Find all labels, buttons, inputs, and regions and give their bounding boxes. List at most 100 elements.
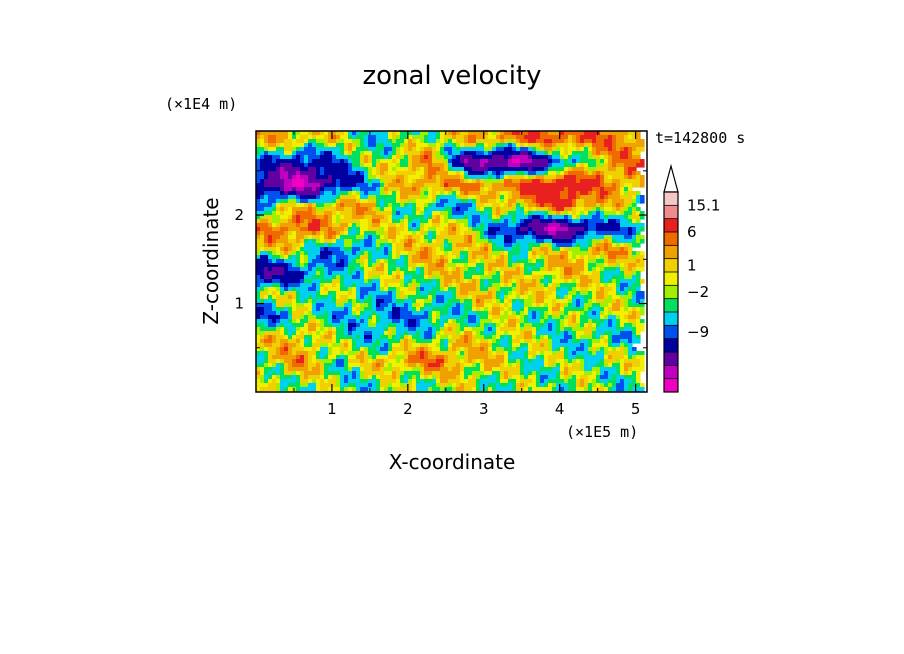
field-cell bbox=[448, 155, 453, 160]
field-cell bbox=[384, 287, 389, 292]
field-cell bbox=[380, 351, 389, 356]
field-cell bbox=[408, 199, 417, 204]
field-cell bbox=[368, 235, 373, 240]
field-cell bbox=[600, 383, 605, 388]
field-cell bbox=[516, 295, 521, 300]
field-cell bbox=[320, 235, 325, 240]
field-cell bbox=[472, 223, 477, 228]
field-cell bbox=[256, 259, 269, 264]
field-cell bbox=[424, 223, 433, 228]
field-cell bbox=[460, 151, 465, 156]
field-cell bbox=[372, 307, 377, 312]
field-cell bbox=[304, 299, 309, 304]
field-cell bbox=[468, 351, 489, 356]
field-cell bbox=[600, 367, 617, 372]
field-cell bbox=[256, 255, 261, 260]
field-cell bbox=[392, 299, 397, 304]
field-cell bbox=[524, 307, 529, 312]
field-cell bbox=[392, 243, 397, 248]
field-cell bbox=[328, 343, 333, 348]
field-cell bbox=[340, 383, 349, 388]
field-cell bbox=[528, 227, 533, 232]
field-cell bbox=[296, 239, 301, 244]
field-cell bbox=[608, 147, 613, 152]
field-cell bbox=[384, 279, 401, 284]
field-cell bbox=[316, 255, 321, 260]
field-cell bbox=[444, 167, 449, 172]
field-cell bbox=[524, 371, 529, 376]
field-cell bbox=[624, 363, 633, 368]
field-cell bbox=[508, 335, 513, 340]
field-cell bbox=[368, 375, 373, 380]
field-cell bbox=[372, 251, 385, 256]
field-cell bbox=[396, 223, 401, 228]
field-cell bbox=[464, 311, 469, 316]
field-cell bbox=[408, 263, 417, 268]
field-cell bbox=[520, 315, 525, 320]
field-cell bbox=[492, 247, 505, 252]
field-cell bbox=[356, 323, 361, 328]
field-cell bbox=[408, 267, 413, 272]
field-cell bbox=[528, 287, 545, 292]
field-cell bbox=[576, 351, 589, 356]
field-cell bbox=[420, 139, 425, 144]
field-cell bbox=[544, 295, 549, 300]
field-cell bbox=[584, 219, 589, 224]
field-cell bbox=[328, 347, 333, 352]
field-cell bbox=[488, 291, 493, 296]
field-cell bbox=[344, 323, 349, 328]
field-cell bbox=[332, 299, 337, 304]
field-cell bbox=[300, 199, 309, 204]
field-cell bbox=[324, 231, 329, 236]
field-cell bbox=[496, 175, 501, 180]
field-cell bbox=[440, 211, 449, 216]
field-cell bbox=[436, 227, 445, 232]
field-cell bbox=[360, 359, 365, 364]
field-cell bbox=[568, 331, 573, 336]
field-cell bbox=[564, 207, 573, 212]
field-cell bbox=[540, 179, 545, 184]
field-cell bbox=[408, 179, 413, 184]
field-cell bbox=[468, 267, 477, 272]
field-cell bbox=[460, 327, 465, 332]
field-cell bbox=[428, 167, 441, 172]
field-cell bbox=[416, 147, 421, 152]
field-cell bbox=[552, 267, 557, 272]
field-cell bbox=[628, 343, 633, 348]
field-cell bbox=[344, 315, 357, 320]
field-cell bbox=[628, 247, 633, 252]
field-cell bbox=[284, 363, 289, 368]
field-cell bbox=[260, 287, 265, 292]
field-cell bbox=[568, 187, 593, 192]
field-cell bbox=[424, 171, 429, 176]
field-cell bbox=[544, 303, 549, 308]
field-cell bbox=[300, 267, 309, 272]
field-cell bbox=[632, 239, 637, 244]
field-cell bbox=[536, 303, 541, 308]
field-cell bbox=[448, 219, 457, 224]
x-tick-label: 1 bbox=[327, 400, 337, 418]
field-cell bbox=[340, 139, 345, 144]
field-cell bbox=[528, 291, 533, 296]
field-cell bbox=[360, 223, 369, 228]
field-cell bbox=[504, 239, 513, 244]
field-cell bbox=[592, 299, 597, 304]
field-cell bbox=[348, 167, 353, 172]
field-cell bbox=[564, 151, 569, 156]
field-cell bbox=[356, 199, 361, 204]
field-cell bbox=[472, 327, 485, 332]
field-cell bbox=[492, 299, 497, 304]
field-cell bbox=[432, 347, 441, 352]
field-cell bbox=[292, 247, 297, 252]
field-cell bbox=[564, 159, 569, 164]
field-cell bbox=[404, 295, 409, 300]
field-cell bbox=[572, 151, 589, 156]
field-cell bbox=[332, 359, 337, 364]
field-cell bbox=[608, 247, 621, 252]
field-cell bbox=[436, 327, 441, 332]
field-cell bbox=[388, 259, 397, 264]
field-cell bbox=[384, 363, 389, 368]
field-cell bbox=[416, 167, 421, 172]
field-cell bbox=[400, 283, 405, 288]
field-cell bbox=[428, 295, 433, 300]
